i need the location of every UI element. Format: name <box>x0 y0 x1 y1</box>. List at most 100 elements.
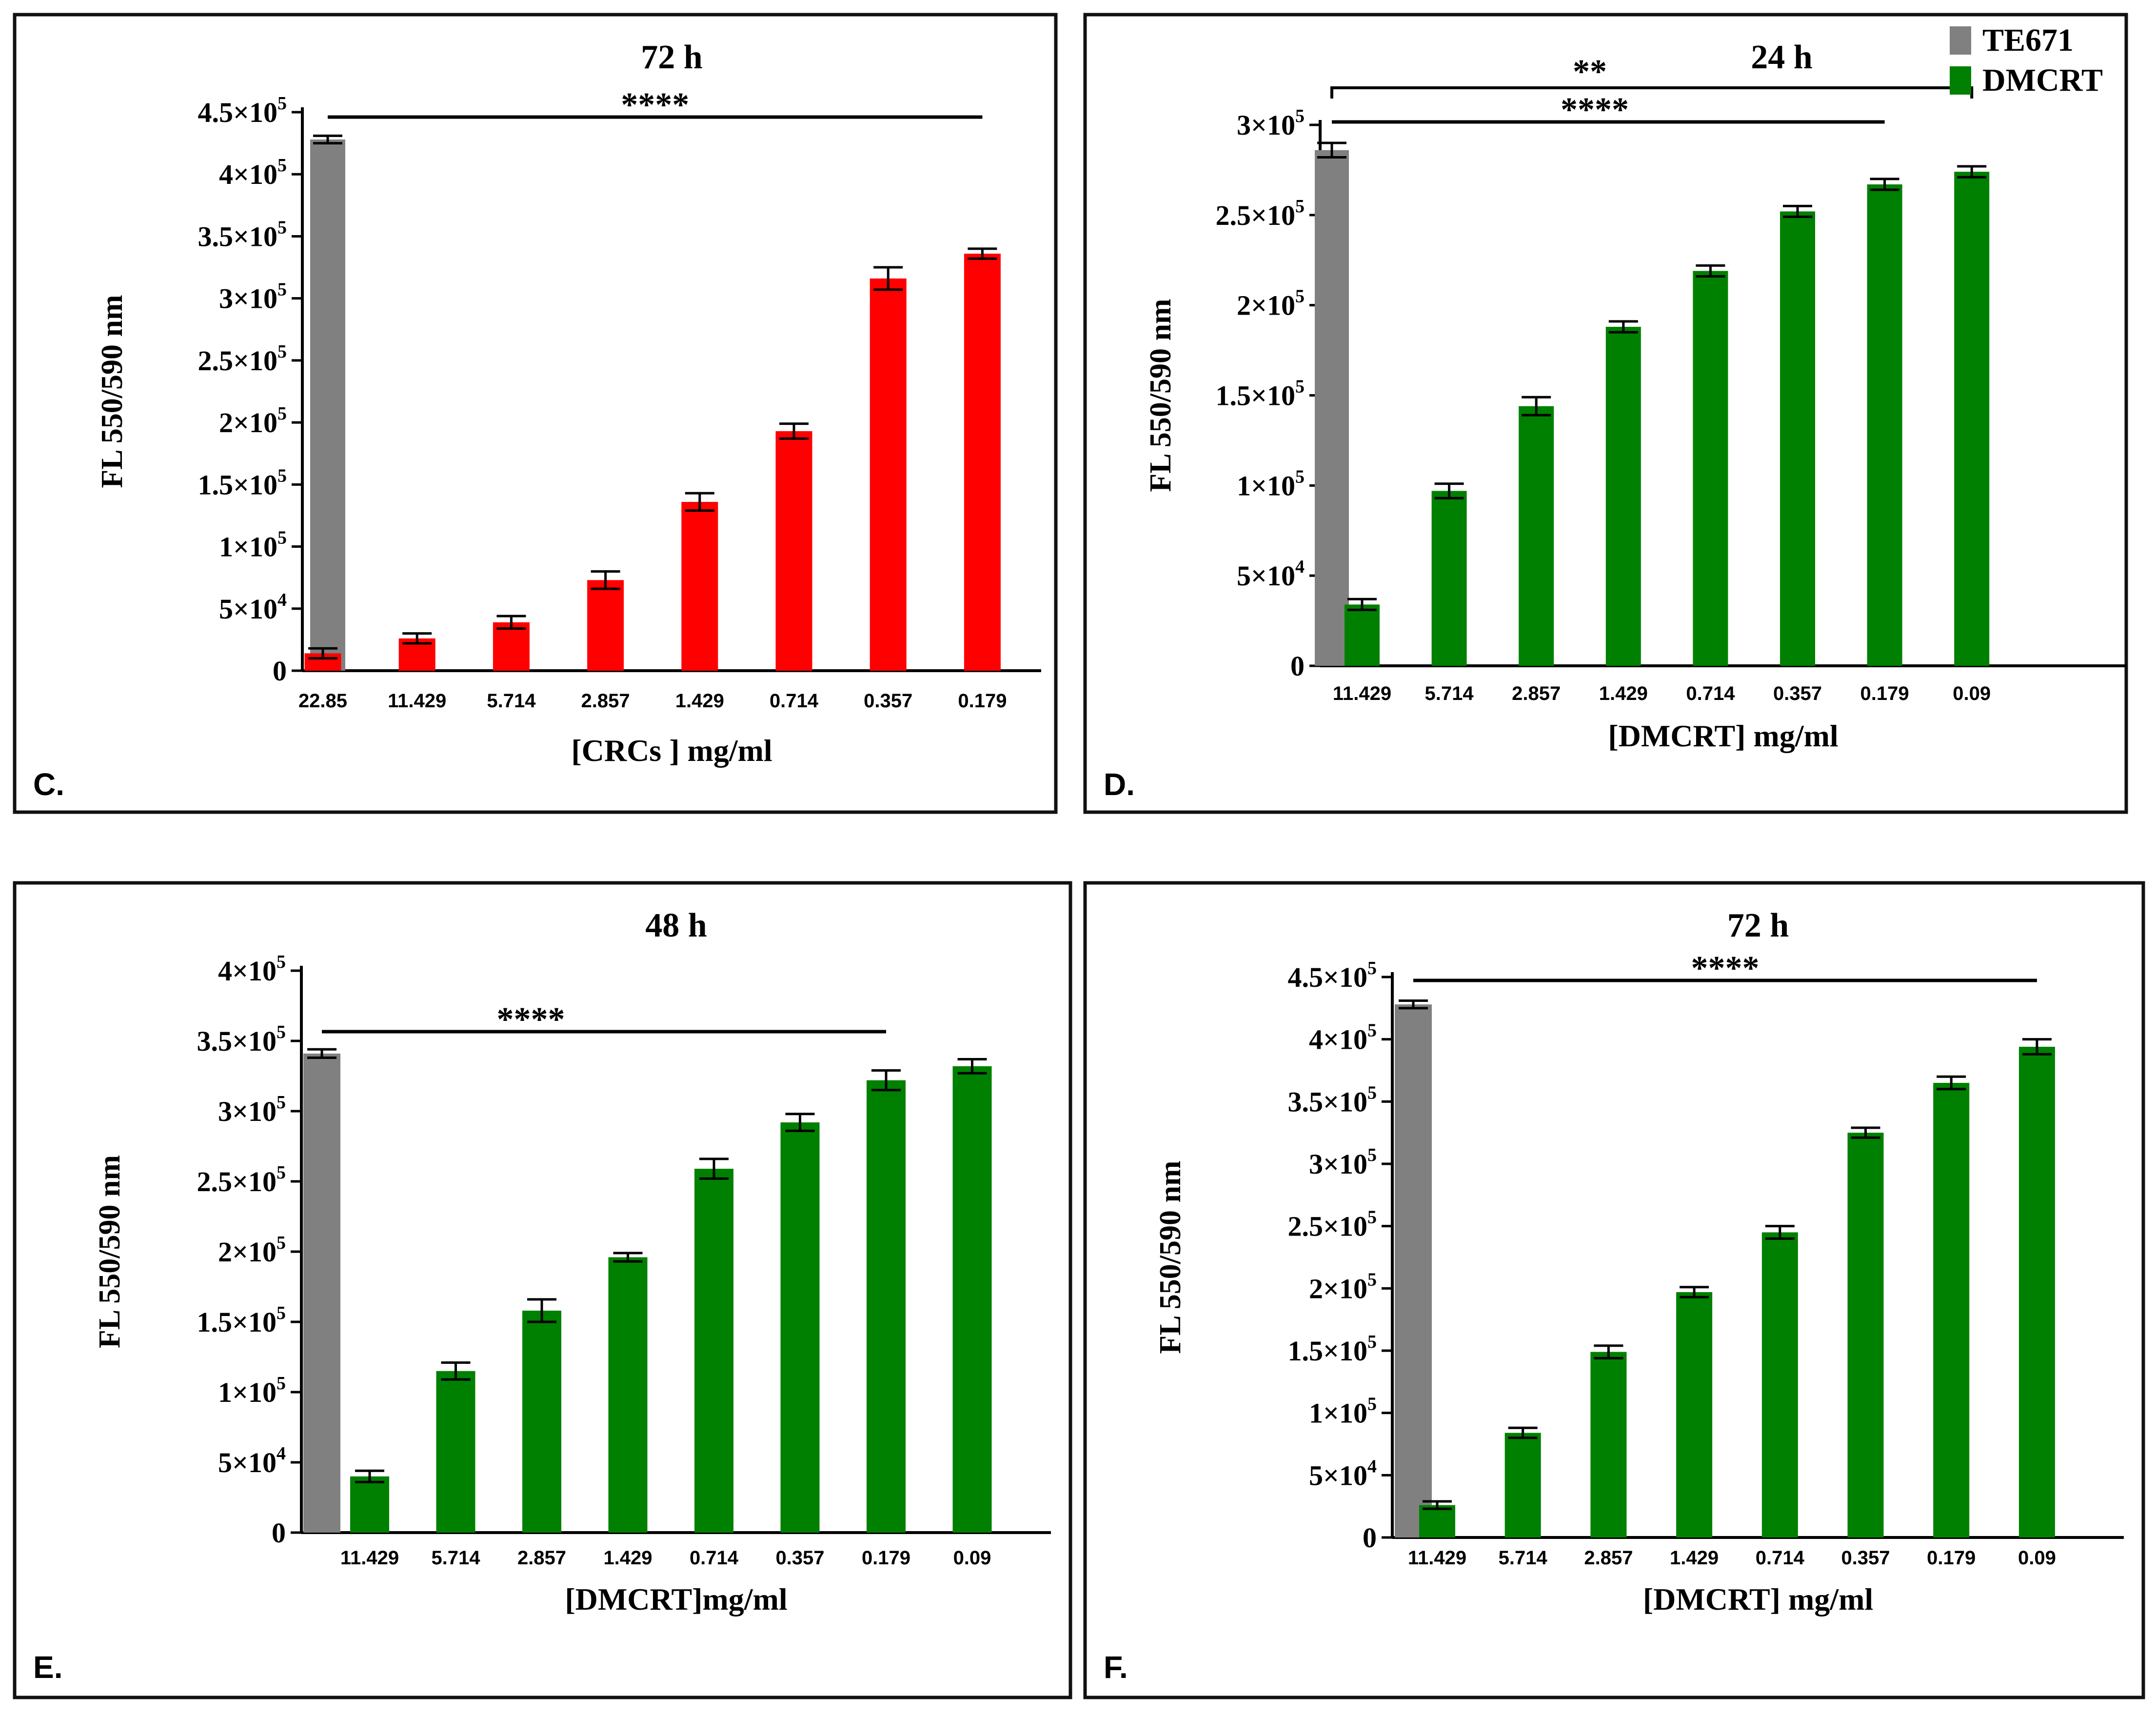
legend-swatch <box>1950 66 1971 95</box>
y-tick-exponent: 5 <box>277 217 287 238</box>
panel-frame <box>1083 881 2145 1699</box>
x-tick-label: 0.357 <box>1773 683 1822 704</box>
y-tick-exponent: 5 <box>277 1162 286 1183</box>
x-tick-label: 1.429 <box>1599 683 1648 704</box>
y-axis-label: FL 550/590 nm <box>1154 1160 1187 1354</box>
y-tick-label: 5×104 <box>219 590 287 625</box>
y-tick-mantissa: 1.5×10 <box>1215 380 1295 412</box>
y-tick-label: 1×105 <box>1309 1394 1377 1429</box>
panel-letter: F. <box>1104 1650 1128 1685</box>
y-tick-exponent: 4 <box>277 590 287 610</box>
y-tick-label: 1.5×105 <box>1287 1332 1377 1367</box>
y-tick-mantissa: 2×10 <box>219 407 277 439</box>
y-tick-label: 4.5×105 <box>1287 958 1377 993</box>
x-tick-label: 1.429 <box>603 1547 652 1569</box>
legend-label: TE671 <box>1982 22 2074 58</box>
control-bar <box>310 139 345 671</box>
x-axis-label: [DMCRT] mg/ml <box>1608 718 1838 753</box>
bar <box>1954 172 1990 666</box>
x-tick-label: 0.714 <box>690 1547 739 1569</box>
y-tick-exponent: 5 <box>1367 1020 1377 1041</box>
y-tick-mantissa: 4×10 <box>219 159 277 190</box>
x-tick-label: 11.429 <box>1408 1547 1466 1569</box>
y-tick-label: 1.5×105 <box>1215 377 1305 412</box>
y-tick-label: 3.5×105 <box>1287 1082 1377 1117</box>
y-tick-exponent: 4 <box>277 1443 286 1464</box>
y-tick-mantissa: 3×10 <box>1237 109 1295 141</box>
y-tick-exponent: 5 <box>1295 106 1305 126</box>
y-tick-exponent: 5 <box>277 1092 286 1113</box>
y-tick-mantissa: 4×10 <box>218 955 277 987</box>
y-tick-exponent: 5 <box>277 341 287 362</box>
bar <box>1345 604 1380 666</box>
y-tick-exponent: 5 <box>1295 286 1305 307</box>
bar <box>350 1476 389 1533</box>
panel-letter: D. <box>1104 767 1135 802</box>
bar <box>1780 211 1815 666</box>
significance-label: **** <box>1691 950 1759 987</box>
y-tick-exponent: 4 <box>1295 557 1305 577</box>
y-tick-label: 3×105 <box>218 1092 286 1127</box>
y-tick-mantissa: 3×10 <box>219 283 277 315</box>
y-tick-exponent: 5 <box>1367 1394 1377 1415</box>
bar <box>1847 1133 1884 1537</box>
x-axis-label: [DMCRT]mg/ml <box>565 1582 787 1616</box>
bar <box>493 622 530 671</box>
y-tick-mantissa: 0 <box>1290 650 1305 682</box>
y-tick-mantissa: 2.5×10 <box>197 1166 277 1197</box>
y-tick-mantissa: 0 <box>273 655 287 687</box>
panel-frame <box>13 881 1072 1699</box>
y-tick-label: 1×105 <box>218 1373 286 1408</box>
bar <box>1590 1352 1627 1537</box>
y-tick-mantissa: 2×10 <box>1309 1273 1367 1304</box>
x-tick-label: 0.714 <box>1686 683 1735 704</box>
x-tick-label: 5.714 <box>431 1547 480 1569</box>
y-tick-exponent: 5 <box>1367 1082 1377 1103</box>
bar <box>694 1169 733 1533</box>
x-tick-label: 2.857 <box>1512 683 1561 704</box>
y-tick-exponent: 5 <box>1367 1145 1377 1165</box>
significance-label: **** <box>621 86 689 124</box>
y-tick-label: 4×105 <box>218 952 286 987</box>
y-tick-exponent: 4 <box>1367 1456 1377 1477</box>
y-tick-label: 1.5×105 <box>197 1303 286 1338</box>
bar <box>1605 327 1641 666</box>
x-tick-label: 22.85 <box>298 690 347 712</box>
y-tick-label: 2.5×105 <box>1215 196 1305 231</box>
panel-c: 72 h05×1041×1051.5×1052×1052.5×1053×1053… <box>13 13 1058 814</box>
x-tick-label: 5.714 <box>1499 1547 1548 1569</box>
x-tick-label: 0.09 <box>1953 683 1991 704</box>
panel-letter: E. <box>33 1650 62 1685</box>
y-tick-mantissa: 1×10 <box>1237 470 1295 501</box>
y-tick-label: 3×105 <box>219 279 287 315</box>
y-tick-label: 1×105 <box>219 528 287 563</box>
panel-letter: C. <box>33 767 64 802</box>
y-tick-mantissa: 2×10 <box>218 1236 277 1268</box>
legend-label: DMCRT <box>1982 62 2103 98</box>
y-tick-label: 1×105 <box>1237 466 1305 501</box>
y-tick-mantissa: 1.5×10 <box>1287 1335 1367 1367</box>
y-axis-label: FL 550/590 nm <box>93 1155 126 1348</box>
y-tick-mantissa: 1.5×10 <box>197 1306 277 1338</box>
bar <box>1504 1433 1541 1537</box>
significance-label: **** <box>1561 91 1629 129</box>
bar <box>1431 491 1467 666</box>
y-tick-label: 2.5×105 <box>1287 1207 1377 1242</box>
x-tick-label: 0.714 <box>770 690 819 712</box>
y-tick-exponent: 5 <box>277 403 287 424</box>
x-tick-label: 0.357 <box>1841 1547 1890 1569</box>
x-tick-label: 11.429 <box>340 1547 399 1569</box>
bar <box>1867 184 1902 666</box>
y-tick-exponent: 5 <box>1367 958 1377 978</box>
bar <box>867 1080 906 1533</box>
control-bar <box>303 1053 340 1533</box>
y-tick-mantissa: 5×10 <box>219 593 277 625</box>
bar <box>952 1066 992 1533</box>
y-tick-exponent: 5 <box>277 465 287 486</box>
y-tick-mantissa: 4.5×10 <box>1287 961 1367 993</box>
y-tick-label: 0 <box>1290 650 1305 682</box>
significance-label: **** <box>497 1001 565 1038</box>
chart-title: 24 h <box>1751 39 1812 76</box>
legend: TE671 DMCRT <box>1950 22 2103 98</box>
bar <box>1761 1232 1798 1537</box>
